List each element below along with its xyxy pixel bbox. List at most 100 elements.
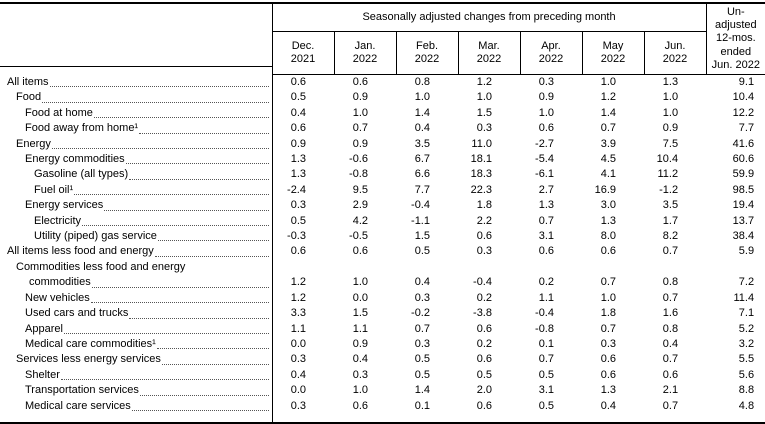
row-label-cell: Medical care commodities¹	[0, 336, 273, 353]
value-cell: 0.3	[290, 399, 306, 412]
value-cell: 5.5	[738, 353, 755, 366]
value-cell: 1.4	[414, 106, 430, 119]
value-cell: 1.2	[600, 91, 616, 104]
row-label-cell: Transportation services	[0, 383, 273, 399]
value-cell: 11.4	[733, 291, 755, 304]
value-cell: -1.2	[659, 183, 679, 196]
value-cell: 41.6	[732, 137, 755, 150]
value-cell: 0.4	[290, 106, 306, 119]
value-cell: 22.3	[470, 183, 492, 196]
value-cell: 0.3	[352, 368, 368, 381]
value-cell: 3.3	[290, 307, 306, 320]
value-cell: 6.7	[414, 153, 430, 166]
value-cell: 1.3	[600, 214, 616, 227]
row-label-cell: Medical care services	[0, 398, 273, 414]
value-cell: 0.7	[662, 353, 679, 366]
value-cell: 0.6	[600, 353, 616, 366]
row-label-cell: Commodities less food and energy commodit…	[0, 259, 273, 291]
row-label-cell: All items less food and energy	[0, 244, 273, 260]
value-cell: 1.1	[352, 322, 368, 335]
table-row: Fuel oil¹ -2.4 9.5 7.7 22.3 2.7 16.9 -1.2 98.5	[0, 182, 765, 199]
row-label-cell: Food away from home¹	[0, 121, 273, 137]
value-cell: 10.4	[656, 153, 679, 166]
value-cell: 0.3	[290, 199, 306, 212]
value-cell: -0.4	[411, 199, 430, 212]
value-cell: 0.7	[600, 322, 616, 335]
value-cell: 59.9	[732, 168, 755, 181]
value-cell: 0.5	[538, 368, 554, 381]
value-cell: -0.6	[349, 153, 368, 166]
row-label: Commodities less food and energy	[16, 260, 186, 273]
value-cell: 9.5	[352, 183, 368, 196]
value-cell: 5.9	[738, 245, 755, 258]
row-label: Apparel	[25, 322, 63, 335]
table-row: Food 0.5 0.9 1.0 1.0 0.9 1.2 1.0 10.4	[0, 90, 765, 106]
value-cell: 0.3	[600, 337, 616, 350]
row-label-cell: Energy	[0, 136, 273, 153]
dot-leader	[82, 214, 269, 227]
value-cell: 0.3	[476, 122, 492, 135]
value-cell: 0.4	[414, 122, 430, 135]
dot-leader	[74, 183, 269, 196]
value-cell: 7.5	[662, 137, 679, 150]
dot-leader	[154, 244, 269, 257]
table-row: Energy 0.9 0.9 3.5 11.0 -2.7 3.9 7.5 41.6	[0, 136, 765, 153]
month-header: Apr. 2022	[519, 31, 582, 76]
value-cell: -2.4	[287, 183, 306, 196]
value-cell: -0.8	[535, 322, 554, 335]
value-cell: 19.4	[732, 199, 755, 212]
value-cell: -5.4	[535, 153, 554, 166]
seasonally-adjusted-group-header: Seasonally adjusted changes from precedi…	[271, 3, 707, 33]
month-header: Jan. 2022	[333, 31, 396, 76]
value-cell: 98.5	[732, 183, 755, 196]
row-label: Food	[16, 91, 42, 104]
value-cell: 0.8	[662, 276, 679, 289]
month-header: Mar. 2022	[457, 31, 520, 76]
dot-leader	[129, 167, 269, 180]
row-label: Food away from home¹	[25, 122, 139, 135]
row-label: All items	[7, 76, 49, 89]
value-cell: 4.1	[600, 168, 616, 181]
value-cell: 0.6	[476, 322, 492, 335]
value-cell: 1.8	[476, 199, 492, 212]
value-cell: 0.6	[290, 76, 306, 89]
value-cell: 7.1	[738, 307, 755, 320]
value-cell: 1.0	[352, 106, 368, 119]
row-label-cell: Food at home	[0, 105, 273, 122]
value-cell: 1.1	[290, 322, 306, 335]
table-row: Shelter 0.4 0.3 0.5 0.5 0.5 0.6 0.6 5.6	[0, 367, 765, 384]
value-cell: 1.0	[538, 106, 554, 119]
value-cell: 2.1	[662, 384, 679, 397]
dot-leader	[157, 229, 269, 242]
value-cell: -2.7	[535, 137, 554, 150]
value-cell: 5.2	[738, 322, 755, 335]
row-label: Energy	[16, 137, 51, 150]
dot-leader	[139, 383, 269, 396]
value-cell: 0.6	[476, 353, 492, 366]
dot-leader	[104, 198, 269, 211]
value-cell: 0.6	[476, 399, 492, 412]
dot-leader	[139, 121, 269, 134]
value-cell: 0.3	[538, 76, 554, 89]
value-cell: 1.3	[538, 199, 554, 212]
value-cell: 7.2	[738, 276, 755, 289]
table-row: Commodities less food and energy commodit…	[0, 259, 765, 291]
value-cell: 0.6	[290, 122, 306, 135]
value-cell: 0.5	[414, 245, 430, 258]
table-header: Seasonally adjusted changes from precedi…	[0, 3, 765, 76]
value-cell: -1.1	[411, 214, 430, 227]
value-cell: 0.7	[662, 245, 679, 258]
value-cell: 6.6	[414, 168, 430, 181]
row-label: Fuel oil¹	[34, 183, 74, 196]
table-row: All items less food and energy 0.6 0.6 0.5…	[0, 244, 765, 260]
month-header: May 2022	[581, 31, 644, 76]
value-cell: 1.2	[476, 76, 492, 89]
value-cell: 1.5	[476, 106, 492, 119]
dot-leader	[91, 275, 269, 288]
dot-leader	[125, 152, 269, 165]
value-cell: 0.5	[290, 214, 306, 227]
row-label-cell: Used cars and trucks	[0, 306, 273, 322]
value-cell: 11.2	[657, 168, 679, 181]
value-cell: 1.0	[662, 106, 679, 119]
